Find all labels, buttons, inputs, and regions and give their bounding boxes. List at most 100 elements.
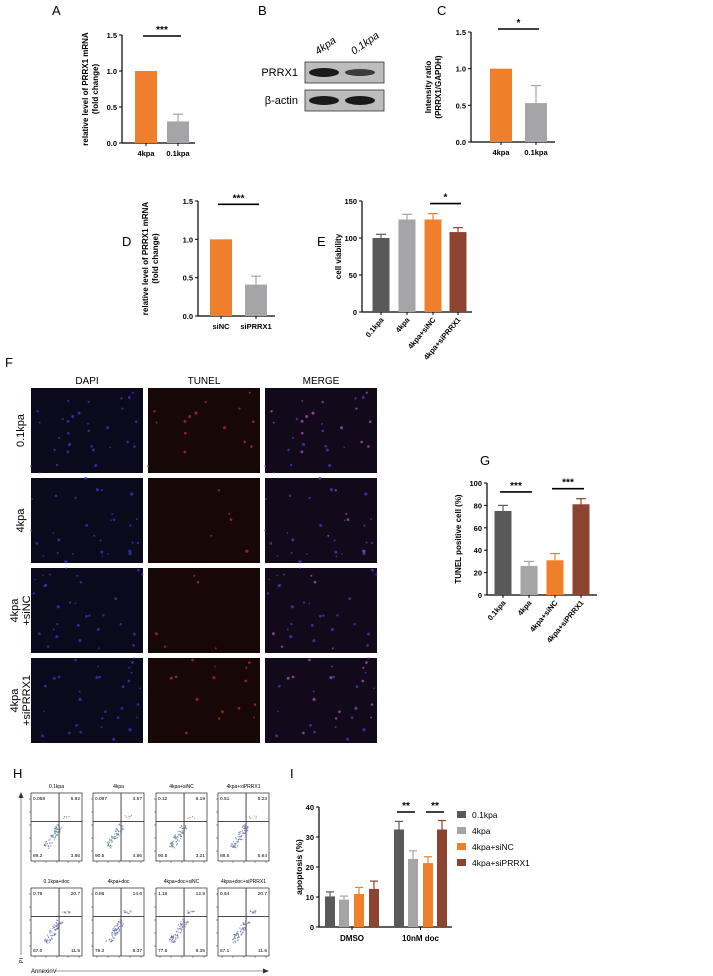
bar-4kpa+siNC-10nM doc <box>423 863 433 927</box>
event-dot <box>49 938 51 941</box>
cell-dot <box>288 494 292 498</box>
cell-dot <box>128 552 132 556</box>
cell-dot <box>57 538 61 542</box>
event-dot <box>115 827 118 830</box>
cell-dot <box>65 567 68 570</box>
cell-dot <box>90 444 94 448</box>
event-dot <box>232 840 235 843</box>
event-dot <box>241 932 243 934</box>
cell-dot <box>127 679 131 683</box>
event-dot <box>125 816 127 818</box>
cell-dot <box>126 440 129 444</box>
cell-dot <box>362 549 366 553</box>
y-axis-label: relative level of PRRX1 mRNA (fold change… <box>81 32 100 146</box>
event-dot <box>246 828 249 830</box>
x-tick-label: DMSO <box>340 934 364 943</box>
cell-dot <box>76 623 80 627</box>
y-axis-label: cell viability <box>334 233 343 279</box>
cell-dot <box>71 553 74 555</box>
cell-dot <box>136 703 140 706</box>
cell-dot <box>361 679 365 683</box>
event-dot <box>243 825 246 828</box>
cell-dot <box>85 523 89 527</box>
event-dot <box>61 922 64 924</box>
cell-dot <box>277 584 280 588</box>
flow-plot-title: 4kpa+doc <box>108 879 130 885</box>
x-tick-label: 4kpa <box>516 598 534 618</box>
cell-dot <box>100 726 103 729</box>
event-dot <box>57 824 60 827</box>
arrow-head-icon <box>18 792 24 798</box>
x-tick-label: 10nM doc <box>402 934 439 943</box>
bar-4kpa-10nM doc <box>408 858 418 927</box>
event-dot <box>234 937 236 939</box>
cell-dot <box>319 523 323 527</box>
cell-dot <box>61 417 64 421</box>
event-dot <box>183 830 186 832</box>
cell-dot <box>102 614 105 617</box>
cell-dot <box>54 494 58 498</box>
event-dot <box>60 922 62 925</box>
event-dot <box>189 910 191 912</box>
cell-dot <box>263 465 267 468</box>
y-tick-label: 40 <box>306 803 314 812</box>
cell-dot <box>361 395 365 399</box>
event-dot <box>235 842 237 845</box>
event-dot <box>249 816 251 818</box>
cell-dot <box>330 628 334 632</box>
column-header: TUNEL <box>188 376 221 387</box>
cell-dot <box>309 723 312 727</box>
cell-dot <box>313 580 317 584</box>
event-dot <box>55 829 57 831</box>
event-dot <box>244 824 246 826</box>
event-dot <box>115 831 117 833</box>
event-dot <box>242 832 245 834</box>
event-dot <box>49 930 52 932</box>
legend-label: 4kpa+siNC <box>472 842 514 852</box>
event-dot <box>181 826 183 828</box>
event-dot <box>239 833 241 835</box>
event-dot <box>109 839 111 842</box>
cell-dot <box>286 531 289 534</box>
cell-dot <box>354 397 357 400</box>
event-dot <box>120 828 122 831</box>
event-dot <box>114 838 116 840</box>
cell-dot <box>312 690 315 693</box>
cell-dot <box>318 476 322 480</box>
event-dot <box>107 841 109 843</box>
cell-dot <box>112 518 116 521</box>
event-dot <box>47 845 50 848</box>
cell-dot <box>55 463 59 467</box>
event-dot <box>237 833 240 836</box>
event-dot <box>241 830 244 832</box>
y-axis-label-line: (fold change) <box>91 64 100 115</box>
cell-dot <box>36 409 39 413</box>
quadrant-value-ll: 90.5 <box>95 853 105 859</box>
y-tick-label: 1.5 <box>456 28 466 37</box>
cell-dot <box>345 512 348 515</box>
cell-dot <box>348 597 352 601</box>
cell-dot <box>139 687 142 690</box>
cell-dot <box>331 665 333 668</box>
cell-dot <box>96 628 100 632</box>
event-dot <box>52 834 54 837</box>
event-dot <box>255 910 257 913</box>
panel-label-H: H <box>13 766 22 781</box>
cell-dot <box>300 450 304 454</box>
y-tick-label: 150 <box>344 197 357 206</box>
event-dot <box>236 932 238 934</box>
y-tick-label: 100 <box>469 479 482 488</box>
event-dot <box>108 845 111 848</box>
legend-swatch <box>457 843 466 850</box>
cell-dot <box>64 560 68 564</box>
flow-y-axis-label: PI <box>19 958 25 964</box>
y-tick-label: 1.5 <box>183 197 193 206</box>
legend-swatch <box>457 859 466 866</box>
cell-dot <box>295 417 298 421</box>
event-dot <box>243 827 245 830</box>
micrograph-background <box>31 658 143 743</box>
